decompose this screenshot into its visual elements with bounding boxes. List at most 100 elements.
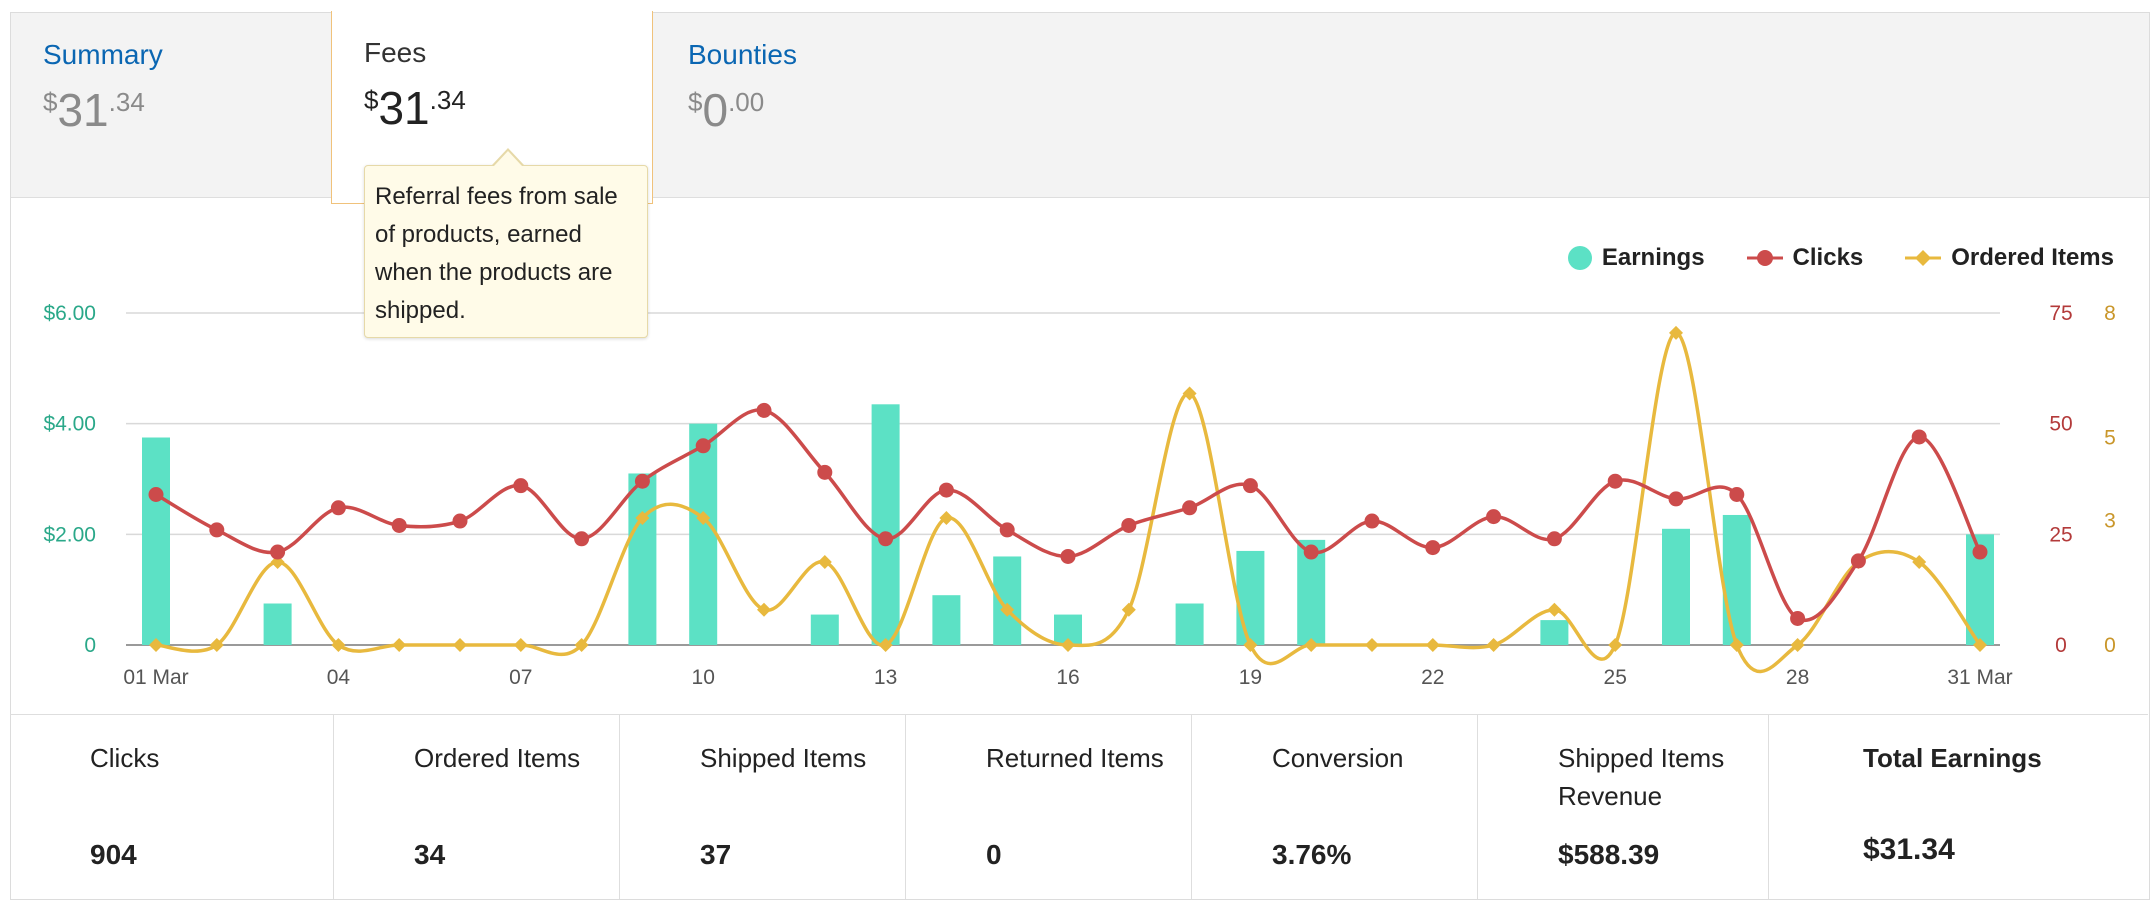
clicks-point: [695, 438, 711, 454]
ordered-items-point: [1912, 555, 1927, 569]
tab-bounties-amount: $0.00: [688, 84, 765, 136]
legend-label-clicks: Clicks: [1792, 244, 1864, 271]
x-tick-label: 28: [1786, 666, 1809, 689]
ordered-items-point: [1182, 386, 1197, 401]
clicks-point: [513, 478, 529, 494]
clicks-point: [999, 522, 1015, 538]
tab-summary-amount: $31.34: [43, 84, 145, 136]
tab-bounties[interactable]: Bounties $0.00: [656, 13, 976, 197]
ordered-items-point: [331, 638, 346, 652]
x-tick-label: 04: [327, 666, 351, 689]
stat-shipped-revenue-label: Shipped Items Revenue: [1558, 743, 1725, 811]
y-left-tick-label: $4.00: [43, 413, 96, 436]
earnings-chart: 0 $2.00 $4.00 $6.00 0 25 50 75 0 3 5 8 01 Mar 04 07 10 1…: [43, 302, 2116, 689]
clicks-point: [1486, 509, 1502, 525]
x-tick-label: 16: [1056, 666, 1079, 689]
x-tick-label: 22: [1421, 666, 1444, 689]
y-left-tick-label: $2.00: [43, 523, 96, 546]
stat-conversion-label: Conversion: [1272, 743, 1404, 773]
x-tick-label: 07: [509, 666, 532, 689]
clicks-point: [330, 500, 346, 516]
ordered-items-legend-icon: [1905, 250, 1942, 266]
clicks-legend-icon: [1746, 250, 1783, 266]
stat-clicks: Clicks 904: [10, 715, 334, 899]
x-tick-label: 19: [1239, 666, 1262, 689]
ordered-items-point: [878, 638, 893, 652]
ordered-items-point: [453, 638, 467, 652]
ordered-items-point: [939, 511, 954, 526]
clicks-point: [1911, 429, 1927, 445]
stat-shipped-items-label: Shipped Items: [700, 743, 867, 773]
y-left-tick-label: 0: [84, 634, 96, 657]
stat-shipped-revenue: Shipped Items Revenue $588.39: [1478, 715, 1769, 899]
clicks-point: [1546, 531, 1562, 547]
stat-clicks-value: 904: [90, 839, 137, 870]
ordered-items-point: [513, 638, 528, 652]
clicks-point: [878, 531, 894, 547]
ordered-items-point: [1243, 638, 1258, 652]
earnings-bar: [932, 595, 961, 645]
ordered-items-point: [1669, 325, 1683, 340]
stats-row: Clicks 904 Ordered Items 34 Shipped Item…: [10, 714, 2148, 899]
clicks-point: [574, 531, 590, 547]
y-right-ordered-tick-label: 8: [2104, 302, 2116, 325]
earnings-bar: [689, 423, 718, 645]
clicks-point: [1060, 548, 1076, 564]
clicks-point: [756, 402, 772, 418]
stat-conversion-value: 3.76%: [1272, 839, 1352, 870]
earnings-bar: [871, 404, 900, 645]
clicks-point: [270, 544, 286, 560]
tooltip-text: Referral fees from sale of products, ear…: [375, 183, 618, 324]
clicks-point: [1425, 540, 1441, 556]
tab-fees-amount: $31.34: [364, 82, 466, 134]
stat-ordered-items: Ordered Items 34: [334, 715, 620, 899]
clicks-point: [1303, 544, 1319, 560]
earnings-bar: [1236, 550, 1265, 645]
stat-ordered-items-label: Ordered Items: [414, 743, 581, 773]
stat-shipped-items-value: 37: [700, 839, 732, 870]
clicks-point: [452, 513, 468, 529]
y-right-clicks-tick-label: 0: [2055, 634, 2067, 657]
ordered-items-point: [1121, 602, 1136, 617]
ordered-items-point: [817, 555, 832, 569]
y-right-ordered-tick-label: 3: [2104, 510, 2116, 533]
stat-conversion: Conversion 3.76%: [1192, 715, 1478, 899]
y-left-tick-label: $6.00: [43, 302, 96, 325]
earnings-bar: [1662, 528, 1690, 645]
ordered-items-point: [696, 511, 711, 526]
stat-ordered-items-value: 34: [414, 839, 446, 870]
clicks-point: [1182, 500, 1198, 516]
tab-summary[interactable]: Summary $31.34: [11, 13, 331, 197]
x-tick-label: 01 Mar: [123, 666, 188, 689]
legend-label-ordered-items: Ordered Items: [1951, 244, 2114, 271]
clicks-point: [1242, 478, 1258, 494]
tab-bounties-label: Bounties: [688, 39, 797, 70]
tooltip-arrow-fill: [494, 151, 522, 166]
ordered-items-point: [392, 638, 407, 652]
ordered-items-point: [1547, 602, 1562, 617]
ordered-items-point: [1790, 638, 1805, 652]
ordered-items-point: [1729, 638, 1744, 652]
ordered-items-point: [1973, 638, 1987, 652]
ordered-items-point: [1365, 638, 1379, 652]
clicks-point: [1364, 513, 1380, 529]
stat-clicks-label: Clicks: [90, 743, 160, 773]
legend-item-ordered-items[interactable]: Ordered Items: [1905, 244, 2114, 272]
earnings-bar: [810, 614, 839, 645]
ordered-items-point: [1304, 638, 1319, 652]
clicks-point: [148, 486, 164, 502]
stat-returned-items-value: 0: [986, 839, 1002, 870]
ordered-items-point: [1486, 638, 1501, 652]
clicks-point: [1668, 491, 1684, 507]
tab-summary-label: Summary: [43, 39, 163, 70]
x-tick-label: 31 Mar: [1947, 666, 2012, 689]
clicks-point: [1972, 544, 1988, 560]
clicks-point: [817, 464, 833, 480]
legend-item-clicks[interactable]: Clicks: [1746, 244, 1864, 272]
legend-item-earnings[interactable]: Earnings: [1567, 244, 1705, 272]
chart-legend: Earnings Clicks Ordered Items: [1567, 244, 2114, 272]
stat-total-earnings: Total Earnings $31.34: [1769, 715, 2148, 899]
clicks-point: [1607, 473, 1623, 489]
ordered-items-point: [757, 602, 771, 617]
clicks-point: [1790, 610, 1806, 626]
